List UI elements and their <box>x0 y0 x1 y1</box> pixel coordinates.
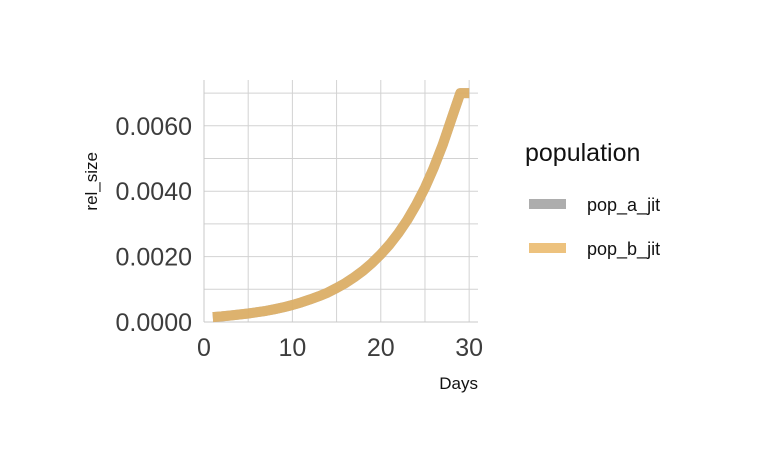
legend-label-pop_a_jit: pop_a_jit <box>587 195 660 216</box>
legend: population pop_a_jit pop_b_jit <box>525 139 660 260</box>
x-tick-label: 0 <box>197 334 211 362</box>
y-tick-label: 0.0060 <box>116 113 192 141</box>
y-axis-ticks: 0.0000 0.0020 0.0040 0.0060 <box>116 113 192 337</box>
grid <box>203 80 478 323</box>
series-line-pop_b_jit <box>212 88 470 323</box>
y-tick-label: 0.0000 <box>116 309 192 337</box>
y-tick-label: 0.0040 <box>116 178 192 206</box>
y-tick-label: 0.0020 <box>116 244 192 272</box>
x-axis-ticks: 0 10 20 30 <box>197 334 483 362</box>
legend-label-pop_b_jit: pop_b_jit <box>587 239 660 260</box>
x-tick-label: 20 <box>367 334 395 362</box>
series-lines <box>212 88 470 323</box>
y-axis-title: rel_size <box>82 152 101 211</box>
legend-title: population <box>525 139 640 167</box>
legend-swatch-pop_b_jit <box>529 243 566 253</box>
x-axis-title: Days <box>439 374 478 393</box>
x-tick-label: 30 <box>455 334 483 362</box>
legend-swatch-pop_a_jit <box>529 199 566 209</box>
x-tick-label: 10 <box>278 334 306 362</box>
